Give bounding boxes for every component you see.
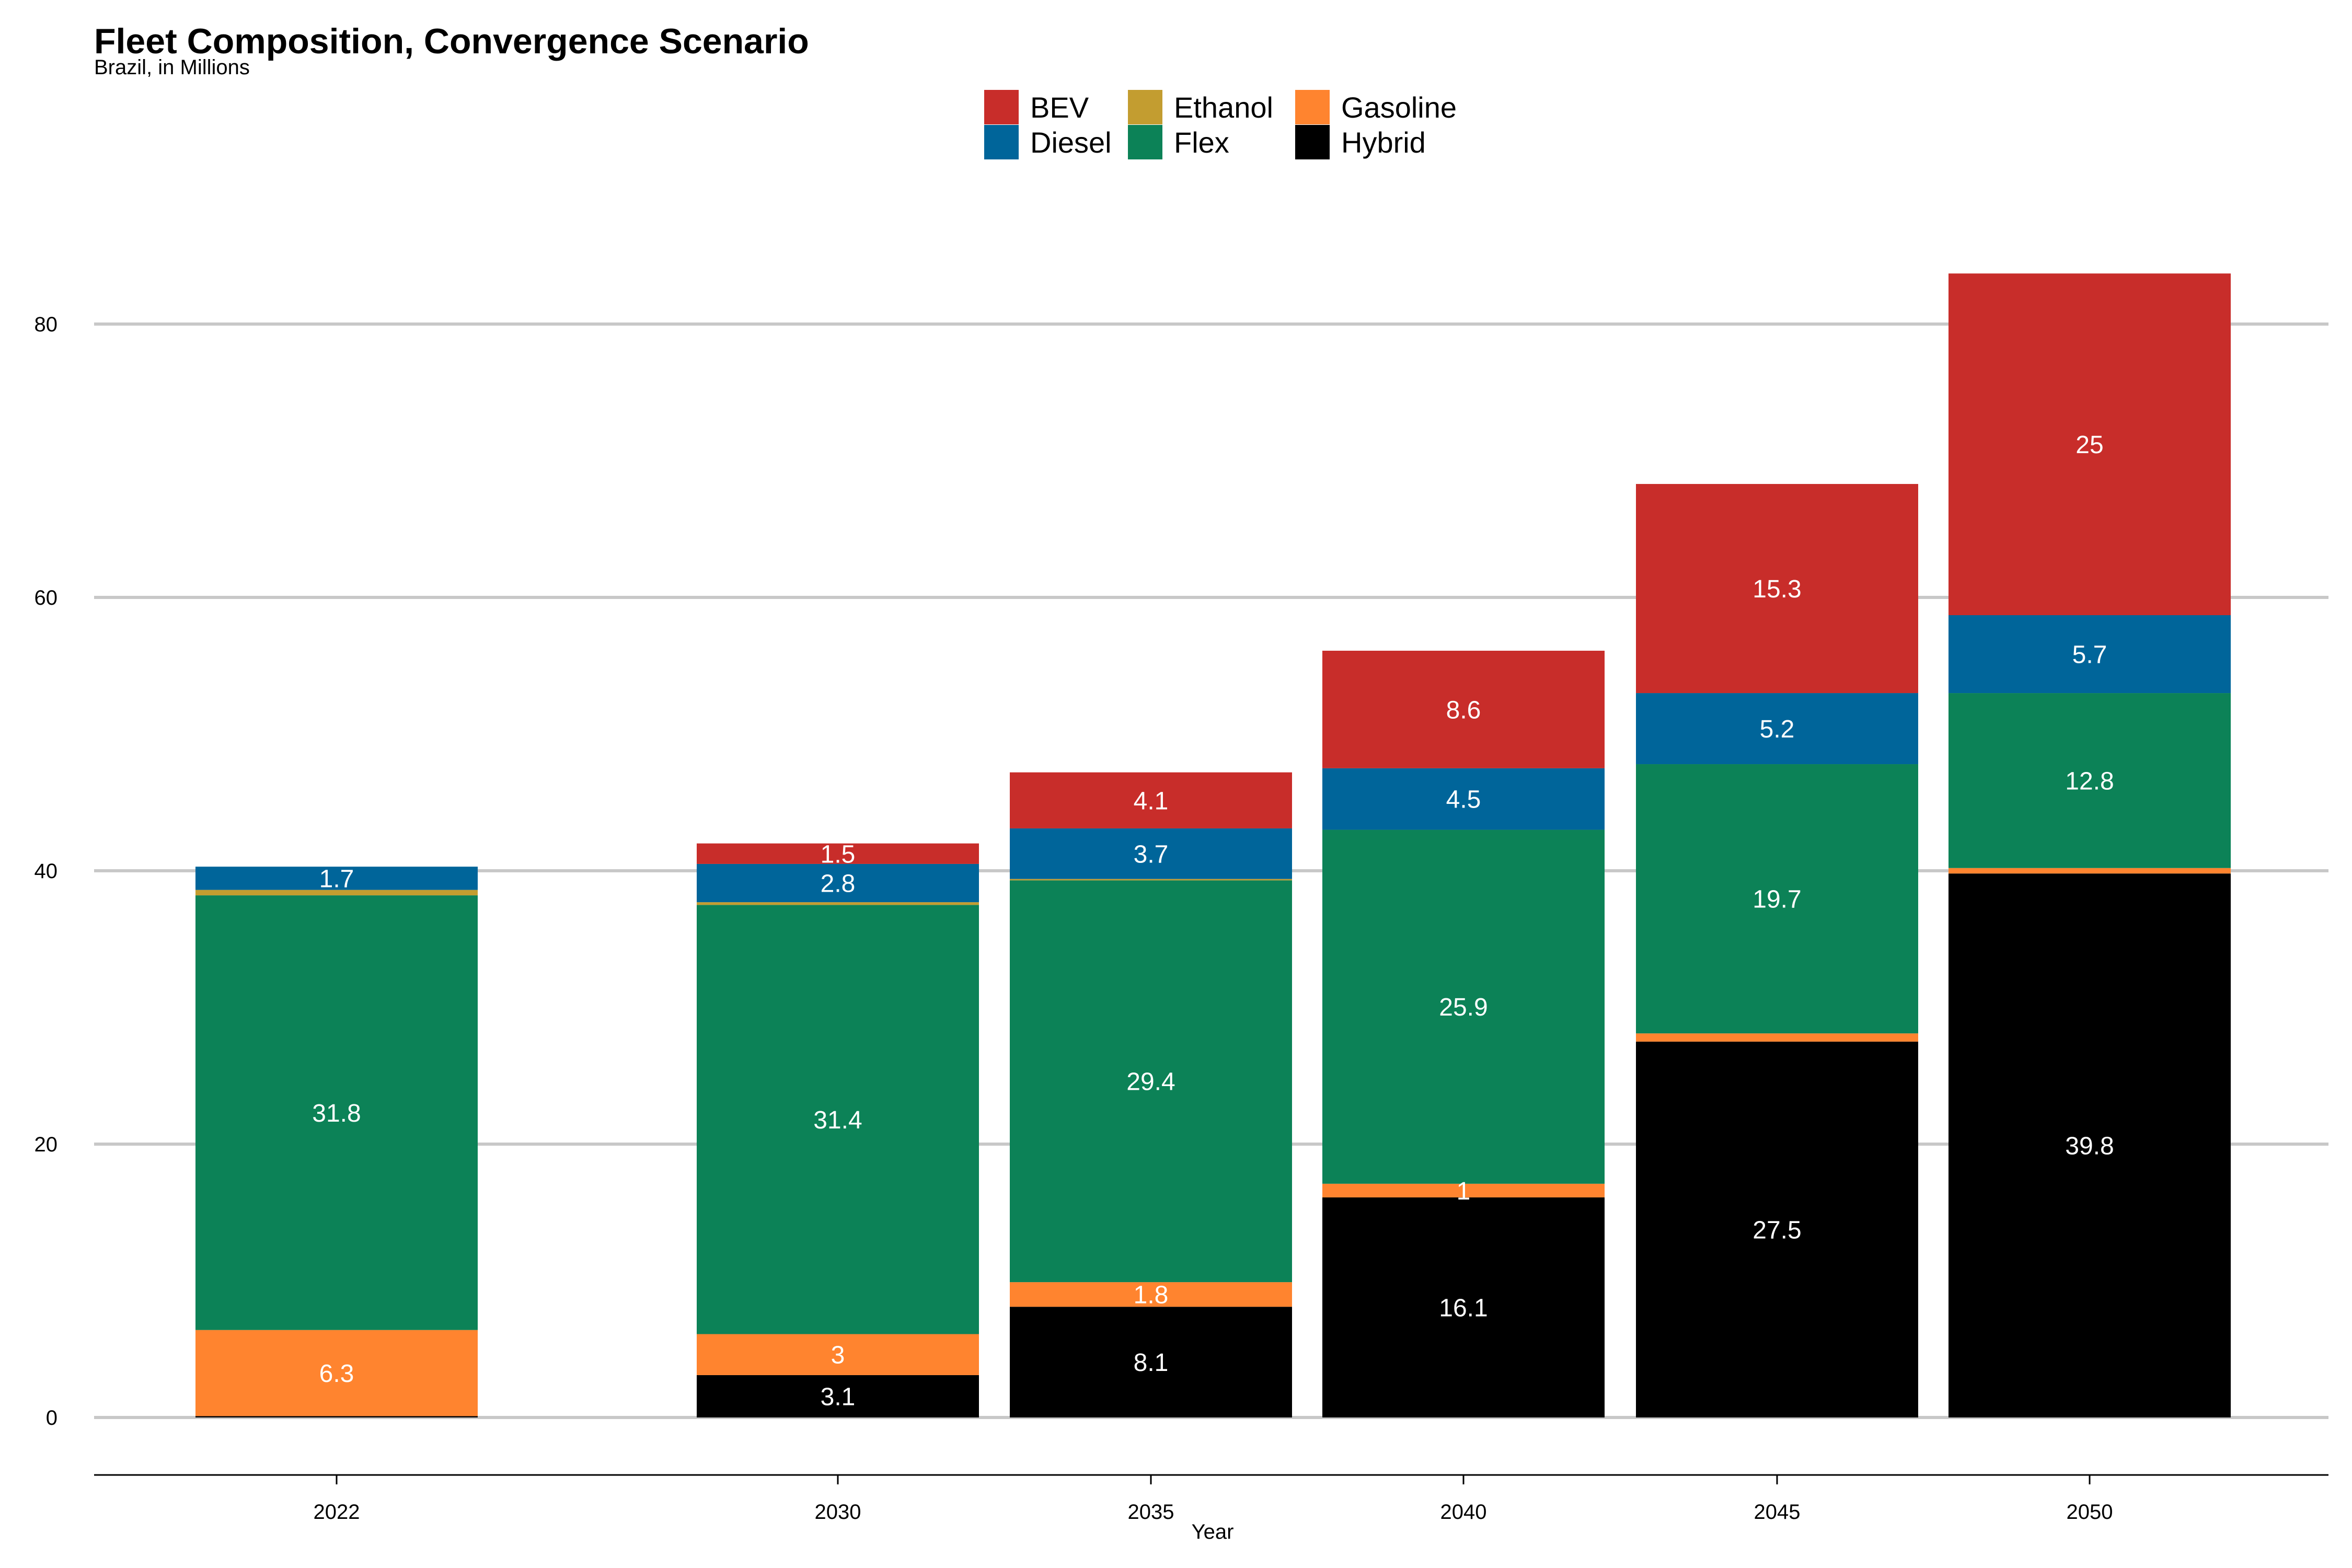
bar-hybrid-2035: [1010, 1307, 1292, 1417]
data-label-bev-2040: 8.6: [1446, 696, 1481, 724]
bar-gasoline-2022: [195, 1330, 478, 1416]
data-label-diesel-2045: 5.2: [1760, 716, 1795, 743]
bar-hybrid-2040: [1322, 1197, 1605, 1417]
data-label-flex-2035: 29.4: [1126, 1068, 1175, 1096]
bar-gasoline-2030: [697, 1334, 979, 1375]
bars: [195, 273, 2231, 1417]
data-label-diesel-2040: 4.5: [1446, 786, 1481, 814]
data-label-bev-2045: 15.3: [1753, 575, 1801, 603]
bar-diesel-2035: [1010, 828, 1292, 879]
bar-ethanol-2030: [697, 902, 979, 905]
data-label-diesel-2035: 3.7: [1134, 840, 1169, 868]
data-label-bev-2035: 4.1: [1134, 787, 1169, 815]
data-label-hybrid-2050: 39.8: [2065, 1133, 2114, 1160]
data-label-gasoline-2035: 1.8: [1134, 1282, 1169, 1309]
x-axis-title: Year: [1192, 1520, 1234, 1543]
bar-gasoline-2040: [1322, 1183, 1605, 1197]
y-axis-ticks: 0 20 40 60 80: [34, 313, 58, 1429]
bar-bev-2035: [1010, 772, 1292, 828]
data-label-hybrid-2030: 3.1: [821, 1383, 856, 1411]
data-labels: 6.3 31.8 1.7 3.1 3 31.4 2.81.5 8.1 1.8 29.4 3.7 4.1…: [312, 431, 2114, 1411]
data-label-bev-2030: 1.5: [821, 840, 856, 868]
bar-bev-2050: [1949, 273, 2231, 615]
y-tick-label: 80: [34, 313, 58, 336]
legend-swatch-hybrid: [1295, 125, 1330, 159]
bar-flex-2035: [1010, 880, 1292, 1283]
bar-flex-2030: [697, 905, 979, 1334]
x-tick-label: 2030: [815, 1501, 861, 1524]
bar-flex-2022: [195, 895, 478, 1330]
y-tick-label: 20: [34, 1133, 58, 1156]
bar-diesel-2045: [1636, 693, 1918, 765]
bar-hybrid-2022: [195, 1416, 478, 1417]
data-label-flex-2022: 31.8: [312, 1100, 361, 1127]
legend-label-diesel: Diesel: [1030, 126, 1112, 159]
x-tick-label: 2050: [2067, 1501, 2113, 1524]
bar-hybrid-2050: [1949, 873, 2231, 1417]
legend-label-ethanol: Ethanol: [1174, 91, 1273, 124]
bar-ethanol-2035: [1010, 879, 1292, 881]
bar-ethanol-2022: [195, 890, 478, 896]
data-label-diesel-2050: 5.7: [2072, 641, 2107, 669]
data-label-hybrid-2045: 27.5: [1753, 1216, 1801, 1244]
data-label-bev-2050: 25: [2076, 431, 2103, 459]
bar-hybrid-2030: [697, 1375, 979, 1417]
legend-label-bev: BEV: [1030, 91, 1089, 124]
legend-label-gasoline: Gasoline: [1341, 91, 1457, 124]
y-tick-label: 60: [34, 586, 58, 609]
bar-diesel-2030: [697, 863, 979, 903]
x-tick-label: 2040: [1440, 1501, 1487, 1524]
legend-swatch-diesel: [984, 125, 1019, 159]
x-tick-label: 2022: [314, 1501, 360, 1524]
data-label-flex-2030: 31.4: [813, 1106, 862, 1134]
y-tick-label: 40: [34, 860, 58, 883]
bar-hybrid-2045: [1636, 1041, 1918, 1417]
data-label-hybrid-2035: 8.1: [1134, 1349, 1169, 1377]
chart-title: Fleet Composition, Convergence Scenario: [94, 21, 809, 61]
bar-bev-2030: [697, 843, 979, 864]
y-tick-label: 0: [46, 1406, 57, 1429]
data-label-gasoline-2040: 1: [1457, 1178, 1471, 1205]
bar-flex-2045: [1636, 764, 1918, 1034]
bar-diesel-2040: [1322, 768, 1605, 830]
bar-bev-2045: [1636, 483, 1918, 694]
data-label-flex-2040: 25.9: [1439, 994, 1488, 1021]
bar-gasoline-2035: [1010, 1282, 1292, 1307]
x-tick-label: 2035: [1128, 1501, 1174, 1524]
legend-swatch-flex: [1128, 125, 1162, 159]
x-tick-label: 2045: [1754, 1501, 1801, 1524]
x-axis-ticks: 2022 2030 2035 2040 2045 2050: [314, 1475, 2113, 1524]
bar-flex-2040: [1322, 829, 1605, 1184]
legend-swatch-gasoline: [1295, 90, 1330, 124]
bar-gasoline-2050: [1949, 868, 2231, 874]
bar-bev-2040: [1322, 650, 1605, 768]
chart-subtitle: Brazil, in Millions: [94, 56, 250, 79]
bar-flex-2050: [1949, 693, 2231, 868]
data-label-flex-2045: 19.7: [1753, 886, 1801, 914]
bar-diesel-2050: [1949, 615, 2231, 694]
data-label-gasoline-2022: 6.3: [319, 1360, 354, 1388]
data-label-hybrid-2040: 16.1: [1439, 1294, 1488, 1322]
legend-label-hybrid: Hybrid: [1341, 126, 1426, 159]
data-label-flex-2050: 12.8: [2065, 767, 2114, 795]
legend-swatch-bev: [984, 90, 1019, 124]
bar-diesel-2022: [195, 867, 478, 890]
data-label-gasoline-2030: 3: [831, 1342, 845, 1369]
legend-label-flex: Flex: [1174, 126, 1229, 159]
data-label-diesel-2030: 2.8: [821, 870, 856, 898]
data-label-diesel-2022: 1.7: [319, 865, 354, 893]
legend-swatch-ethanol: [1128, 90, 1162, 124]
bar-gasoline-2045: [1636, 1033, 1918, 1042]
